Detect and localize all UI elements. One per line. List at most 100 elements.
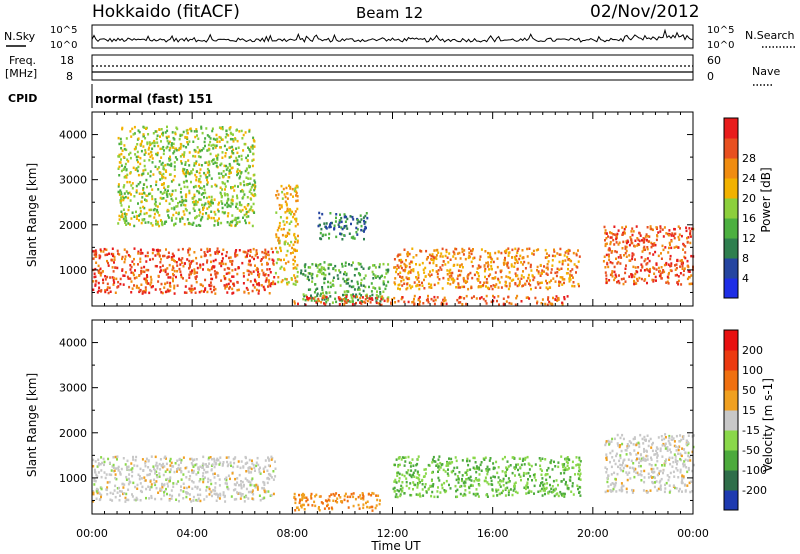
scatter-cell <box>120 158 122 161</box>
scatter-cell <box>139 252 142 255</box>
scatter-cell <box>460 484 463 488</box>
scatter-cell <box>643 245 646 249</box>
scatter-cell <box>213 144 216 147</box>
scatter-cell <box>346 217 349 221</box>
scatter-cell <box>295 184 298 188</box>
scatter-cell <box>441 483 443 487</box>
scatter-cell <box>223 164 226 168</box>
scatter-cell <box>622 484 625 488</box>
scatter-cell <box>94 283 97 286</box>
scatter-cell <box>238 483 240 487</box>
scatter-cell <box>150 496 153 500</box>
scatter-cell <box>239 466 242 470</box>
scatter-cell <box>473 295 475 298</box>
scatter-cell <box>263 488 266 492</box>
scatter-cell <box>472 466 475 469</box>
scatter-cell <box>286 242 289 245</box>
scatter-cell <box>206 171 209 174</box>
scatter-cell <box>278 258 281 261</box>
scatter-cell <box>540 271 543 275</box>
scatter-cell <box>612 238 615 242</box>
scatter-cell <box>439 255 442 258</box>
scatter-cell <box>179 467 182 470</box>
scatter-cell <box>546 469 549 472</box>
scatter-cell <box>487 261 489 264</box>
scatter-cell <box>145 211 148 215</box>
scatter-cell <box>234 250 237 253</box>
scatter-cell <box>253 286 256 289</box>
scatter-cell <box>436 463 439 466</box>
scatter-cell <box>625 249 628 253</box>
scatter-cell <box>193 200 195 204</box>
scatter-cell <box>579 478 582 481</box>
scatter-cell <box>371 270 374 274</box>
scatter-cell <box>97 281 100 285</box>
freq-tick-bottom: 8 <box>66 70 73 83</box>
scatter-cell <box>681 479 684 482</box>
scatter-cell <box>268 283 271 286</box>
scatter-cell <box>208 216 211 219</box>
scatter-cell <box>135 217 138 220</box>
scatter-cell <box>257 273 260 277</box>
scatter-cell <box>673 444 676 448</box>
scatter-cell <box>287 209 289 212</box>
scatter-cell <box>665 232 668 235</box>
scatter-cell <box>210 468 213 471</box>
noise-tick-right-top: 10^5 <box>707 25 734 36</box>
scatter-cell <box>492 299 495 303</box>
scatter-cell <box>570 490 573 493</box>
scatter-cell <box>190 271 193 274</box>
scatter-cell <box>252 138 255 142</box>
scatter-cell <box>149 473 151 476</box>
scatter-cell <box>186 492 189 495</box>
scatter-cell <box>263 288 266 292</box>
scatter-cell <box>385 268 388 272</box>
scatter-cell <box>127 498 130 502</box>
scatter-cell <box>118 214 121 218</box>
scatter-cell <box>431 484 434 487</box>
scatter-cell <box>342 277 345 281</box>
scatter-cell <box>154 264 157 268</box>
scatter-cell <box>221 257 224 260</box>
scatter-cell <box>662 248 665 252</box>
scatter-cell <box>669 471 672 475</box>
scatter-cell <box>95 279 98 283</box>
scatter-cell <box>607 474 610 477</box>
scatter-cell <box>136 214 139 218</box>
scatter-cell <box>300 504 302 507</box>
scatter-cell <box>145 457 148 461</box>
scatter-cell <box>210 482 213 486</box>
scatter-cell <box>123 219 126 222</box>
scatter-cell <box>484 299 487 303</box>
scatter-cell <box>189 270 192 274</box>
scatter-cell <box>162 462 165 466</box>
scatter-cell <box>635 453 638 456</box>
scatter-cell <box>202 455 205 459</box>
scatter-cell <box>227 134 230 137</box>
scatter-cell <box>345 295 348 299</box>
scatter-cell <box>515 254 518 258</box>
scatter-cell <box>316 299 319 302</box>
scatter-cell <box>294 276 297 280</box>
scatter-cell <box>205 463 207 466</box>
scatter-cell <box>677 446 680 449</box>
scatter-cell <box>577 487 579 491</box>
scatter-cell <box>375 504 378 507</box>
scatter-cell <box>218 250 221 253</box>
scatter-cell <box>179 217 182 221</box>
scatter-cell <box>192 499 195 502</box>
scatter-cell <box>188 287 191 290</box>
scatter-cell <box>448 457 450 460</box>
scatter-cell <box>275 211 278 214</box>
scatter-cell <box>105 488 108 492</box>
scatter-cell <box>397 287 399 290</box>
scatter-cell <box>153 212 156 216</box>
scatter-cell <box>182 167 185 171</box>
scatter-cell <box>93 478 96 481</box>
scatter-cell <box>676 469 679 472</box>
scatter-cell <box>295 194 297 197</box>
scatter-cell <box>151 195 154 198</box>
scatter-cell <box>140 477 143 480</box>
scatter-cell <box>122 274 125 277</box>
scatter-cell <box>364 285 367 289</box>
